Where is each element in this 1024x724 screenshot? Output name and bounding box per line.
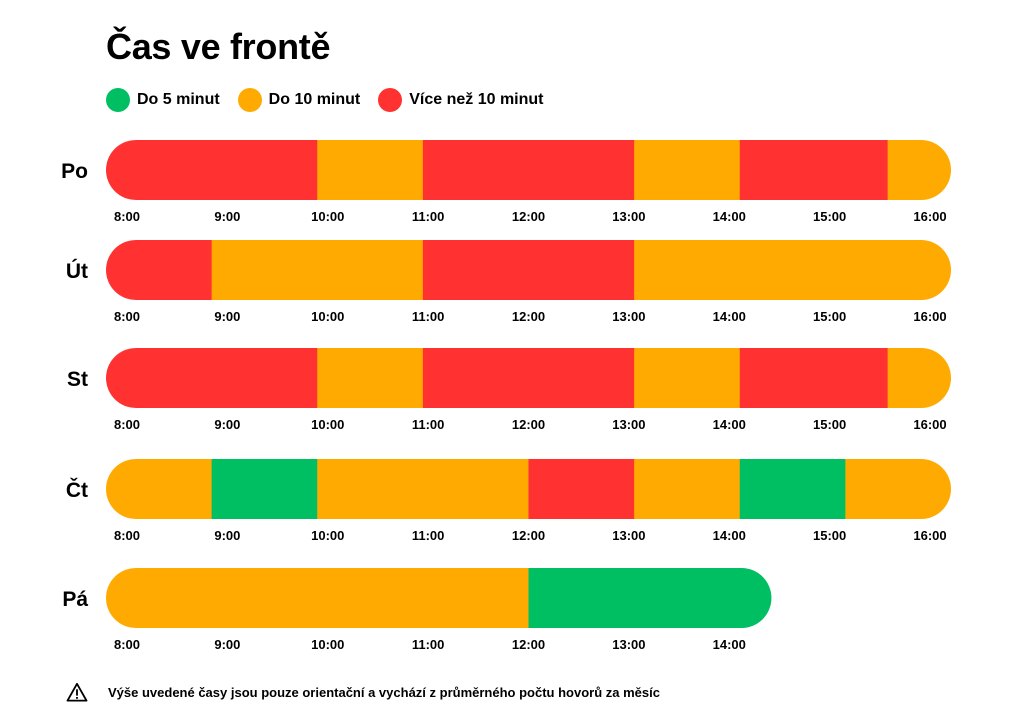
tick-label: 8:00: [114, 209, 140, 224]
legend-item-over-10: Více než 10 minut: [378, 88, 544, 112]
footnote: Výše uvedené časy jsou pouze orientační …: [66, 682, 660, 702]
tick-label: 12:00: [512, 309, 545, 324]
tick-label: 12:00: [512, 417, 545, 432]
bar-segment: [422, 240, 635, 300]
tick-label: 8:00: [114, 637, 140, 652]
tick-label: 14:00: [713, 417, 746, 432]
tick-label: 10:00: [311, 637, 344, 652]
tick-label: 11:00: [412, 209, 445, 224]
bar-segment: [422, 348, 635, 408]
tick-label: 14:00: [713, 309, 746, 324]
tick-label: 9:00: [214, 309, 240, 324]
bar-segment: [317, 348, 424, 408]
legend-swatch-red: [378, 88, 403, 112]
day-label: Po: [61, 160, 88, 183]
tick-label: 9:00: [214, 209, 240, 224]
tick-label: 13:00: [612, 309, 645, 324]
tick-label: 14:00: [713, 528, 746, 543]
tick-label: 16:00: [913, 209, 946, 224]
legend-swatch-orange: [237, 88, 262, 112]
legend-label: Do 10 minut: [268, 91, 361, 108]
tick-label: 11:00: [412, 637, 445, 652]
legend-swatch-green: [106, 88, 130, 112]
day-label: St: [67, 368, 88, 391]
bar-segment: [634, 348, 741, 408]
row-bar-Čt: [106, 459, 951, 519]
tick-label: 13:00: [612, 528, 645, 543]
tick-label: 16:00: [913, 417, 946, 432]
day-label: Pá: [62, 588, 88, 611]
warning-icon: [66, 682, 88, 702]
tick-label: 8:00: [114, 417, 140, 432]
footnote-text: Výše uvedené časy jsou pouze orientační …: [108, 684, 660, 700]
tick-label: 12:00: [512, 209, 545, 224]
row-bar-Út: [106, 240, 951, 300]
tick-label: 12:00: [512, 637, 545, 652]
tick-label: 11:00: [412, 417, 445, 432]
tick-label: 10:00: [311, 309, 344, 324]
bar-segment: [317, 140, 424, 200]
tick-label: 9:00: [214, 417, 240, 432]
legend-item-under-10: Do 10 minut: [237, 88, 361, 112]
tick-label: 13:00: [612, 417, 645, 432]
tick-label: 15:00: [813, 309, 846, 324]
bar-segment: [106, 348, 318, 408]
tick-label: 11:00: [412, 309, 445, 324]
tick-label: 14:00: [713, 209, 746, 224]
tick-label: 10:00: [311, 417, 344, 432]
bar-segment: [845, 459, 951, 519]
bar-segment: [739, 140, 889, 200]
tick-label: 8:00: [114, 309, 140, 324]
bar-segment: [634, 459, 741, 519]
bar-segment: [634, 140, 741, 200]
bar-segment: [317, 459, 529, 519]
tick-label: 16:00: [913, 309, 946, 324]
tick-label: 13:00: [612, 637, 645, 652]
legend-label: Do 5 minut: [137, 91, 220, 108]
legend-label: Více než 10 minut: [409, 91, 544, 108]
tick-label: 10:00: [311, 528, 344, 543]
bar-segment: [211, 240, 424, 300]
bar-segment: [739, 459, 846, 519]
tick-label: 8:00: [114, 528, 140, 543]
bar-segment: [106, 140, 318, 200]
bar-segment: [887, 140, 951, 200]
tick-label: 16:00: [913, 528, 946, 543]
tick-label: 9:00: [214, 528, 240, 543]
tick-label: 13:00: [612, 209, 645, 224]
row-bar-Po: [106, 140, 951, 200]
row-bar-Pá: [106, 568, 772, 628]
chart-title: Čas ve frontě: [106, 26, 331, 67]
tick-label: 11:00: [412, 528, 445, 543]
bar-segment: [211, 459, 318, 519]
tick-label: 15:00: [813, 528, 846, 543]
tick-label: 10:00: [311, 209, 344, 224]
tick-label: 15:00: [813, 209, 846, 224]
bar-segment: [422, 140, 635, 200]
tick-label: 9:00: [214, 637, 240, 652]
tick-label: 12:00: [512, 528, 545, 543]
legend-item-under-5: Do 5 minut: [106, 88, 220, 112]
day-label: Út: [66, 259, 88, 283]
bar-segment: [528, 568, 772, 628]
row-bar-St: [106, 348, 951, 408]
bar-segment: [106, 240, 213, 300]
bar-segment: [634, 240, 951, 300]
bar-segment: [739, 348, 889, 408]
day-label: Čt: [66, 478, 88, 502]
legend: Do 5 minut Do 10 minut Více než 10 minut: [106, 88, 562, 112]
bar-segment: [528, 459, 635, 519]
tick-label: 15:00: [813, 417, 846, 432]
bar-segment: [106, 459, 213, 519]
bar-segment: [887, 348, 951, 408]
tick-label: 14:00: [713, 637, 746, 652]
bar-segment: [106, 568, 529, 628]
